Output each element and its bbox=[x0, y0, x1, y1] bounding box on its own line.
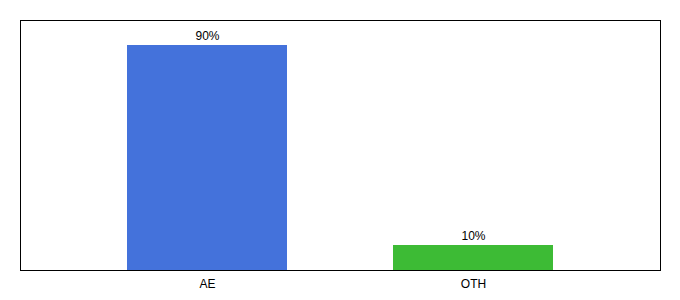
svg-text:AE: AE bbox=[199, 277, 215, 291]
svg-text:90%: 90% bbox=[195, 29, 219, 43]
svg-text:10%: 10% bbox=[461, 229, 485, 243]
svg-text:OTH: OTH bbox=[461, 277, 486, 291]
